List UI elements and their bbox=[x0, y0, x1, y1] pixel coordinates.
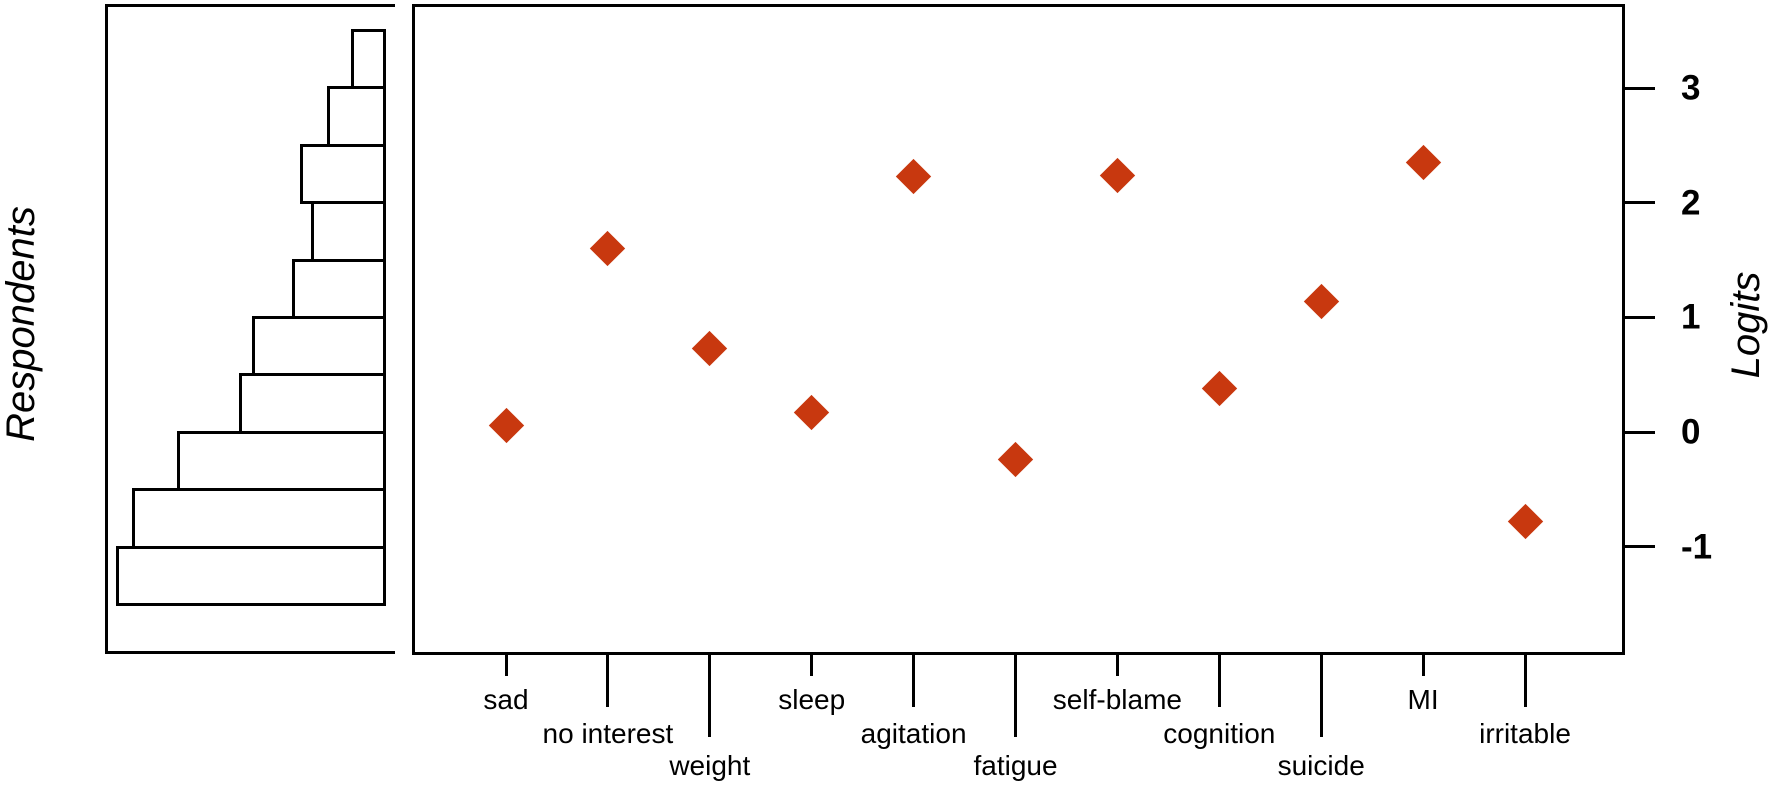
item-tick-irritable bbox=[1523, 652, 1527, 707]
item-tick-self-blame bbox=[1115, 652, 1119, 676]
item-tick-cognition bbox=[1217, 652, 1221, 707]
histogram-bar bbox=[132, 488, 386, 549]
histogram-bar bbox=[239, 373, 386, 434]
logits-tick bbox=[1622, 86, 1655, 90]
histogram-bar bbox=[327, 86, 386, 147]
logits-axis-label: Logits bbox=[1724, 271, 1768, 379]
item-label-sad: sad bbox=[483, 684, 529, 715]
item-label-suicide: suicide bbox=[1277, 750, 1365, 781]
item-label-sleep: sleep bbox=[778, 684, 846, 715]
item-label-irritable: irritable bbox=[1479, 718, 1571, 749]
histogram-bar bbox=[252, 316, 386, 376]
item-label-mi: MI bbox=[1407, 684, 1439, 715]
respondents-axis-label: Respondents bbox=[0, 206, 43, 442]
item-tick-agitation bbox=[912, 652, 916, 707]
item-label-fatigue: fatigue bbox=[973, 750, 1058, 781]
logits-tick-label: 2 bbox=[1681, 183, 1701, 223]
histogram-bar bbox=[300, 144, 386, 204]
item-tick-weight bbox=[708, 652, 712, 737]
logits-tick bbox=[1622, 545, 1655, 549]
histogram-bar bbox=[177, 431, 386, 491]
item-scatter-panel bbox=[412, 4, 1625, 655]
item-tick-fatigue bbox=[1014, 652, 1017, 737]
logits-tick-label: -1 bbox=[1681, 527, 1713, 567]
logits-tick bbox=[1622, 430, 1655, 434]
histogram-bar bbox=[292, 259, 386, 319]
histogram-bar bbox=[116, 546, 386, 606]
item-label-agitation: agitation bbox=[860, 718, 967, 749]
logits-tick bbox=[1622, 201, 1655, 205]
item-tick-mi bbox=[1421, 652, 1425, 676]
item-label-self-blame: self-blame bbox=[1052, 684, 1182, 715]
item-label-no-interest: no interest bbox=[542, 718, 674, 749]
item-tick-sleep bbox=[810, 652, 814, 676]
item-tick-sad bbox=[504, 652, 508, 676]
logits-tick-label: 3 bbox=[1681, 68, 1701, 108]
item-label-weight: weight bbox=[669, 750, 751, 781]
histogram-bar bbox=[311, 201, 386, 262]
logits-tick bbox=[1622, 315, 1655, 319]
item-tick-suicide bbox=[1319, 652, 1323, 737]
logits-tick-label: 1 bbox=[1681, 297, 1701, 337]
item-label-cognition: cognition bbox=[1163, 718, 1276, 749]
histogram-bar bbox=[351, 29, 386, 89]
logits-tick-label: 0 bbox=[1681, 412, 1701, 452]
item-tick-no-interest bbox=[606, 652, 610, 707]
